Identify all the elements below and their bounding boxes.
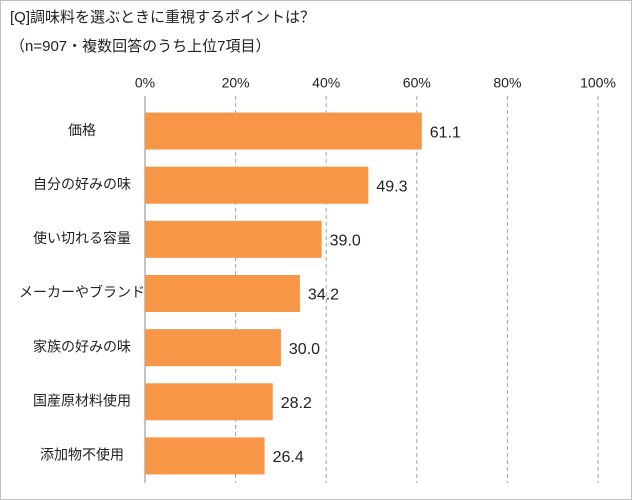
x-tick-label: 40% xyxy=(312,75,340,91)
y-tick-label: 添加物不使用 xyxy=(40,447,124,463)
bar xyxy=(145,275,300,312)
data-label: 28.2 xyxy=(281,395,312,412)
x-tick-label: 80% xyxy=(493,75,521,91)
y-tick-label: 自分の好みの味 xyxy=(33,176,131,192)
bar xyxy=(145,112,422,150)
bar xyxy=(145,437,265,475)
bar xyxy=(145,383,273,421)
y-tick-label: 国産原材料使用 xyxy=(33,392,131,408)
y-tick-label: 価格 xyxy=(68,122,96,138)
x-tick-label: 100% xyxy=(580,75,616,91)
y-tick-label: 家族の好みの味 xyxy=(33,338,131,354)
y-tick-label: メーカーやブランド xyxy=(19,284,145,300)
data-label: 30.0 xyxy=(289,341,320,358)
data-label: 26.4 xyxy=(273,449,304,466)
data-label: 39.0 xyxy=(330,233,361,250)
data-label: 61.1 xyxy=(430,124,461,141)
data-label: 34.2 xyxy=(308,287,339,304)
bar xyxy=(145,329,281,367)
x-tick-label: 20% xyxy=(222,75,250,91)
data-label: 49.3 xyxy=(376,178,407,195)
bar xyxy=(145,166,369,204)
x-tick-label: 60% xyxy=(403,75,431,91)
x-tick-label: 0% xyxy=(135,75,155,91)
y-tick-label: 使い切れる容量 xyxy=(33,230,131,246)
chart-title: [Q]調味料を選ぶときに重視するポイントは？ xyxy=(10,9,315,26)
chart-subtitle: （n=907・複数回答のうち上位7項目） xyxy=(10,38,270,55)
bar xyxy=(145,220,322,258)
